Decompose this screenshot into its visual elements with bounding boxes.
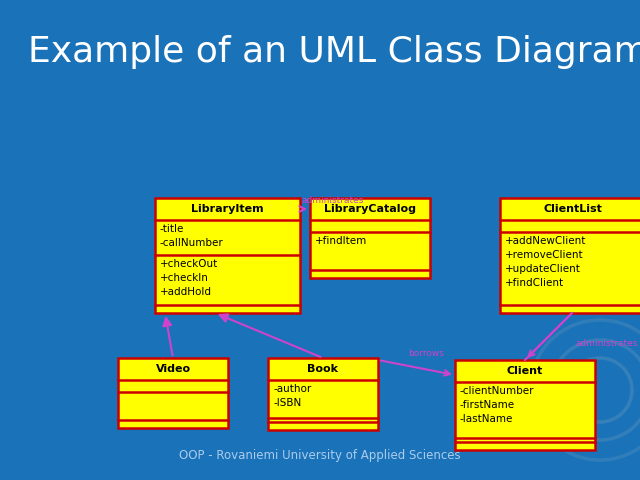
Text: LibraryCatalog: LibraryCatalog [324, 204, 416, 214]
Text: LibraryItem: LibraryItem [191, 204, 264, 214]
Bar [310, 198, 430, 278]
Text: -clientNumber: -clientNumber [460, 386, 534, 396]
Text: +addHold: +addHold [160, 287, 212, 297]
Bar [155, 198, 300, 313]
Text: -ISBN: -ISBN [273, 398, 301, 408]
Text: Book: Book [307, 364, 339, 374]
Text: borrows: borrows [408, 349, 444, 358]
Text: Video: Video [156, 364, 191, 374]
Bar [500, 198, 640, 313]
Text: Example of an UML Class Diagram: Example of an UML Class Diagram [28, 35, 640, 69]
Text: +checkOut: +checkOut [160, 259, 218, 269]
Text: +findItem: +findItem [315, 236, 367, 246]
Text: +checkIn: +checkIn [160, 273, 209, 283]
Bar [268, 358, 378, 430]
Bar [455, 360, 595, 450]
Text: ClientList: ClientList [543, 204, 602, 214]
Bar [118, 358, 228, 428]
Text: -callNumber: -callNumber [160, 238, 224, 248]
Text: +removeClient: +removeClient [505, 250, 584, 260]
Text: OOP - Rovaniemi University of Applied Sciences: OOP - Rovaniemi University of Applied Sc… [179, 449, 461, 463]
Text: Client: Client [507, 366, 543, 376]
Text: administrates: administrates [302, 196, 364, 205]
Text: -lastName: -lastName [460, 414, 513, 424]
Text: +findClient: +findClient [505, 278, 564, 288]
Text: +addNewClient: +addNewClient [505, 236, 586, 246]
Text: -author: -author [273, 384, 311, 394]
Text: administrates: administrates [575, 338, 637, 348]
Text: -firstName: -firstName [460, 400, 515, 410]
Text: +updateClient: +updateClient [505, 264, 581, 274]
Text: -title: -title [160, 224, 184, 234]
